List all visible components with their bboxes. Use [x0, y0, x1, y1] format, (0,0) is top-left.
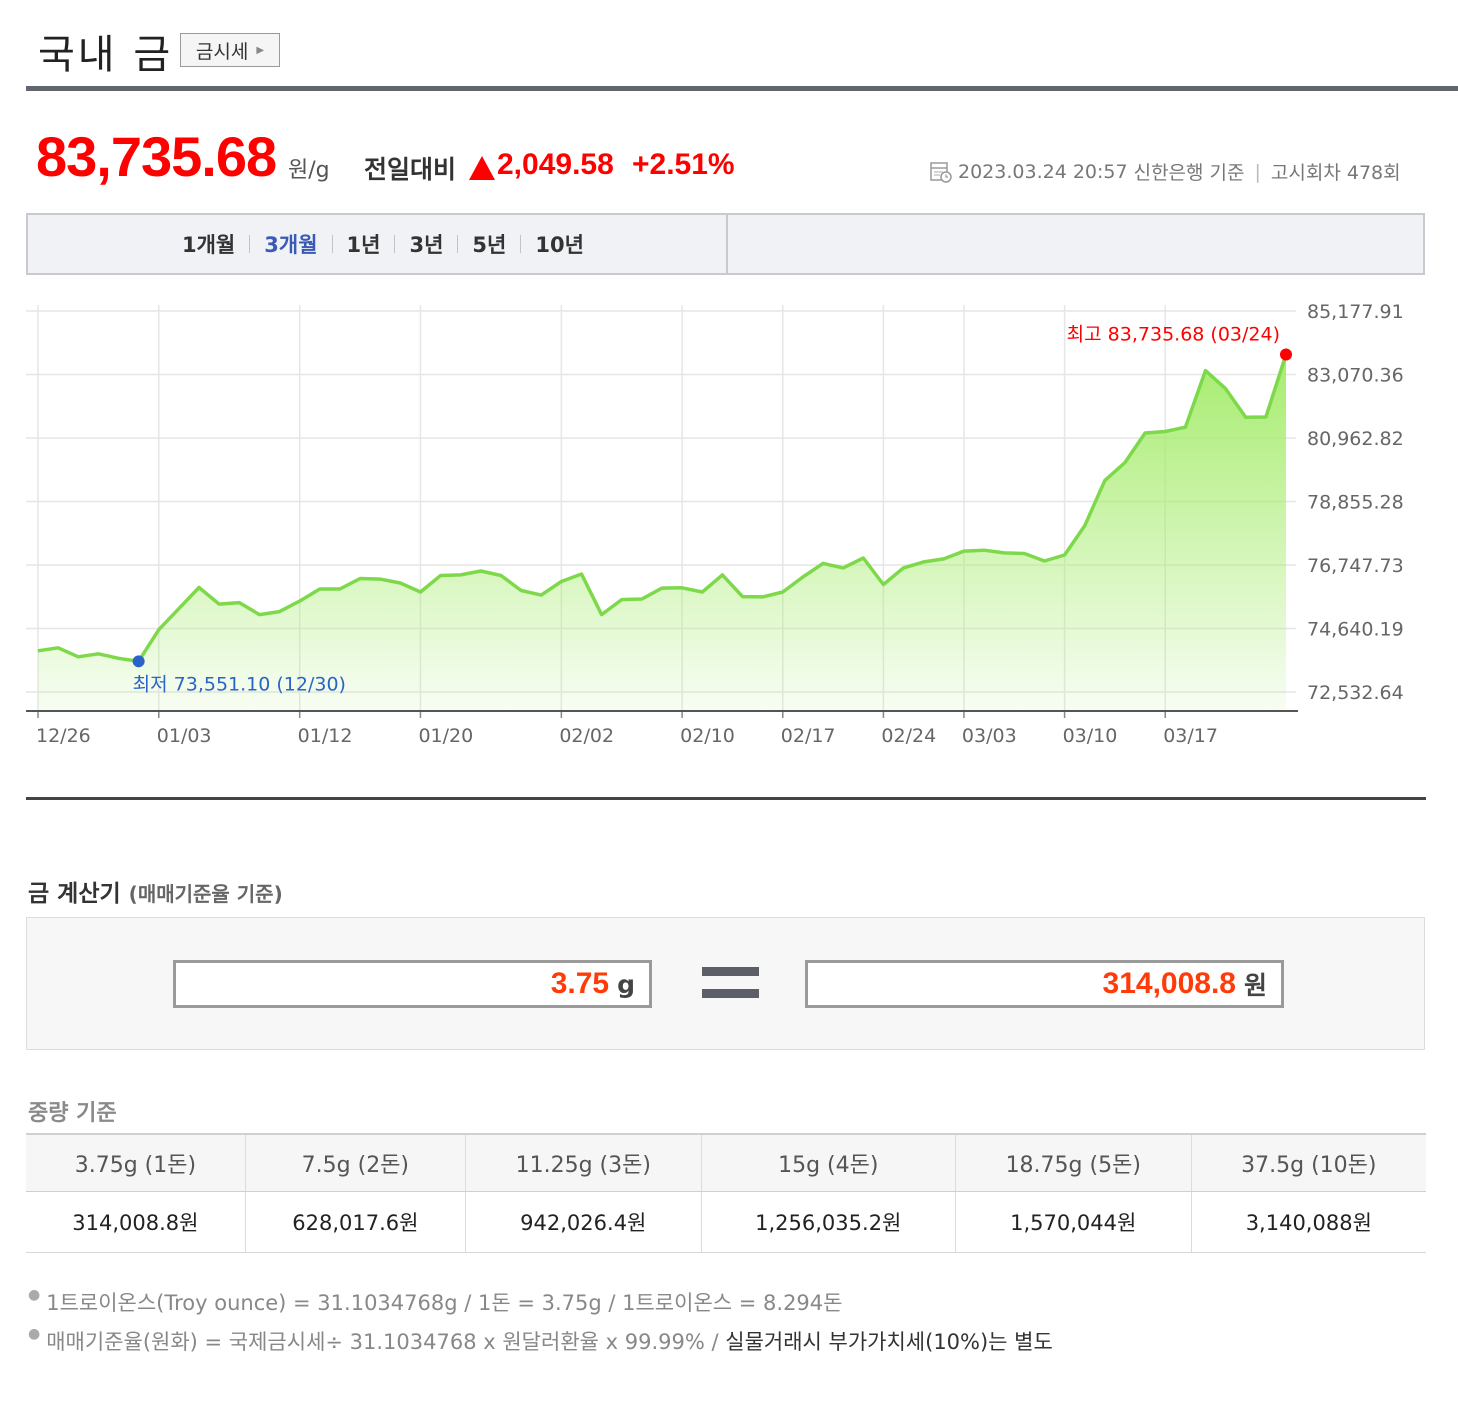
y-tick-label: 74,640.19 — [1307, 618, 1404, 640]
tab-separator — [457, 235, 459, 253]
quote-round: 고시회차 478회 — [1270, 162, 1401, 184]
x-tick-label: 02/24 — [881, 725, 936, 747]
x-tick-label: 02/02 — [559, 725, 614, 747]
tab-separator — [249, 235, 251, 253]
note-text: 매매기준율(원화) = 국제금시세÷ 31.1034768 x 원달러환율 x … — [46, 1330, 726, 1354]
calendar-clock-icon — [930, 161, 952, 183]
x-tick-label: 01/12 — [298, 725, 353, 747]
table-header-cell: 18.75g (5돈) — [954, 1133, 1192, 1192]
max-annotation-label: 최고 83,735.68 (03/24) — [1067, 323, 1280, 345]
tab-separator — [394, 235, 396, 253]
period-bar-divider — [726, 215, 728, 273]
calculator-panel: 3.75 g 314,008.8 원 — [26, 917, 1425, 1050]
tab-1-month[interactable]: 1개월 — [182, 233, 236, 257]
x-tick-label: 02/10 — [680, 725, 735, 747]
chart-divider — [26, 797, 1426, 800]
y-tick-label: 76,747.73 — [1307, 555, 1404, 577]
x-tick-label: 01/20 — [418, 725, 473, 747]
price-series-line — [37, 353, 1288, 664]
weight-price-table: 3.75g (1돈) 7.5g (2돈) 11.25g (3돈) 15g (4돈… — [26, 1133, 1426, 1253]
tab-3-months[interactable]: 3개월 — [264, 233, 318, 257]
x-tick-label: 01/03 — [157, 725, 212, 747]
page-title: 국내 금 — [38, 32, 174, 78]
table-cell: 1,256,035.2원 — [700, 1191, 956, 1253]
y-tick-label: 85,177.91 — [1307, 301, 1404, 323]
price-change-percent: +2.51% — [632, 148, 735, 181]
table-header-cell: 11.25g (3돈) — [464, 1133, 702, 1192]
y-tick-label: 83,070.36 — [1307, 365, 1404, 387]
period-selector: 1개월 3개월 1년 3년 5년 10년 — [26, 213, 1425, 275]
price-unit: 원/g — [288, 158, 330, 183]
x-tick-label: 03/17 — [1163, 725, 1218, 747]
quote-meta: 2023.03.24 20:57 신한은행 기준 | 고시회차 478회 — [930, 158, 1401, 185]
weight-table-title: 중량 기준 — [28, 1101, 117, 1126]
table-cell: 314,008.8원 — [26, 1191, 246, 1253]
price-area-fill — [38, 354, 1286, 711]
tab-1-year[interactable]: 1년 — [346, 233, 381, 257]
period-tabs: 1개월 3개월 1년 3년 5년 10년 — [168, 215, 598, 273]
max-point-marker — [1280, 348, 1292, 361]
price-result-unit: 원 — [1243, 971, 1267, 1000]
quote-datetime: 2023.03.24 20:57 — [958, 160, 1128, 183]
up-triangle-icon — [469, 156, 495, 180]
tab-separator — [520, 235, 522, 253]
bullet-icon: ● — [28, 1287, 41, 1303]
note-vat-text: 실물거래시 부가가치세(10%)는 별도 — [725, 1330, 1053, 1354]
table-header-cell: 3.75g (1돈) — [26, 1133, 246, 1192]
price-chart: 85,177.91 83,070.36 80,962.82 78,855.28 76,7… — [26, 301, 1404, 747]
table-cell: 628,017.6원 — [244, 1191, 466, 1253]
weight-input-unit: g — [617, 969, 635, 999]
x-tick-label: 03/10 — [1063, 725, 1118, 747]
note-text: 1트로이온스(Troy ounce) = 31.1034768g / 1돈 = … — [46, 1291, 843, 1315]
chart-labels: 85,177.91 83,070.36 80,962.82 78,855.28 76,7… — [36, 301, 1404, 747]
price-result-field[interactable]: 314,008.8 원 — [805, 960, 1284, 1008]
bullet-icon: ● — [28, 1326, 41, 1342]
price-result-value: 314,008.8 — [1102, 967, 1236, 1000]
table-header-cell: 37.5g (10돈) — [1190, 1133, 1426, 1192]
header-divider — [26, 86, 1458, 91]
x-tick-label: 03/03 — [962, 725, 1017, 747]
min-point-marker — [132, 655, 145, 668]
calculator-title-text: 금 계산기 — [28, 881, 121, 907]
tab-separator — [331, 235, 333, 253]
price-change: 2,049.58 — [497, 148, 614, 181]
note-exchange-rate: ● 매매기준율(원화) = 국제금시세÷ 31.1034768 x 원달러환율 x… — [28, 1326, 1053, 1356]
table-cell: 3,140,088원 — [1190, 1191, 1426, 1253]
equals-icon — [702, 967, 759, 1000]
x-tick-label: 02/17 — [781, 725, 836, 747]
arrow-right-icon: ▶ — [256, 44, 265, 56]
y-tick-label: 78,855.28 — [1307, 491, 1404, 513]
current-price: 83,735.68 — [36, 125, 277, 188]
tab-5-years[interactable]: 5년 — [472, 233, 507, 257]
weight-input[interactable]: 3.75 g — [173, 960, 652, 1008]
gold-quote-label: 금시세 — [195, 40, 249, 63]
y-tick-label: 72,532.64 — [1307, 682, 1404, 704]
compare-label: 전일대비 — [364, 155, 457, 184]
table-row: 314,008.8원 628,017.6원 942,026.4원 1,256,0… — [26, 1191, 1426, 1253]
y-tick-label: 80,962.82 — [1307, 428, 1404, 450]
tab-3-years[interactable]: 3년 — [409, 233, 444, 257]
tab-10-years[interactable]: 10년 — [535, 233, 584, 257]
table-cell: 942,026.4원 — [464, 1191, 702, 1253]
note-troy-ounce: ● 1트로이온스(Troy ounce) = 31.1034768g / 1돈 =… — [28, 1287, 842, 1317]
gold-quote-button[interactable]: 금시세 ▶ — [180, 33, 280, 67]
chart-axes — [26, 710, 1298, 718]
min-annotation-label: 최저 73,551.10 (12/30) — [133, 673, 346, 695]
calculator-title: 금 계산기 (매매기준율 기준) — [28, 874, 283, 908]
weight-input-value: 3.75 — [550, 967, 610, 1000]
quote-source: 신한은행 기준 — [1133, 162, 1245, 184]
table-header-cell: 7.5g (2돈) — [244, 1133, 466, 1192]
calculator-subtitle: (매매기준율 기준) — [128, 882, 283, 906]
table-cell: 1,570,044원 — [954, 1191, 1192, 1253]
chart-area-layer — [37, 353, 1288, 711]
table-header-cell: 15g (4돈) — [700, 1133, 956, 1192]
x-tick-label: 12/26 — [36, 725, 91, 747]
meta-separator: | — [1254, 160, 1261, 183]
table-header-row: 3.75g (1돈) 7.5g (2돈) 11.25g (3돈) 15g (4돈… — [26, 1133, 1426, 1192]
